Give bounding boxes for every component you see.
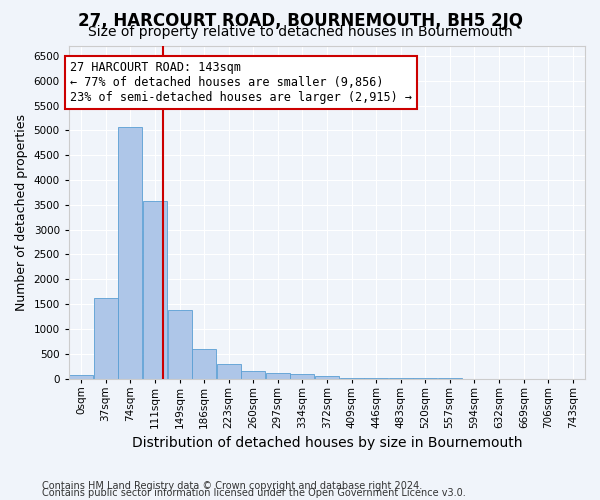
Bar (167, 310, 191, 378)
Bar (192, 350, 216, 378)
Bar (69, 376, 93, 378)
Y-axis label: Number of detached properties: Number of detached properties (15, 114, 28, 311)
Bar (94, 298, 118, 378)
Text: Contains public sector information licensed under the Open Government Licence v3: Contains public sector information licen… (42, 488, 466, 498)
Bar (143, 201, 167, 378)
Bar (241, 371, 265, 378)
Bar (118, 128, 142, 378)
Bar (315, 376, 339, 378)
Bar (266, 372, 290, 378)
Text: Contains HM Land Registry data © Crown copyright and database right 2024.: Contains HM Land Registry data © Crown c… (42, 481, 422, 491)
X-axis label: Distribution of detached houses by size in Bournemouth: Distribution of detached houses by size … (131, 436, 522, 450)
Text: 27 HARCOURT ROAD: 143sqm
← 77% of detached houses are smaller (9,856)
23% of sem: 27 HARCOURT ROAD: 143sqm ← 77% of detach… (70, 61, 412, 104)
Text: Size of property relative to detached houses in Bournemouth: Size of property relative to detached ho… (88, 25, 512, 39)
Bar (217, 364, 241, 378)
Bar (290, 374, 314, 378)
Text: 27, HARCOURT ROAD, BOURNEMOUTH, BH5 2JQ: 27, HARCOURT ROAD, BOURNEMOUTH, BH5 2JQ (77, 12, 523, 30)
